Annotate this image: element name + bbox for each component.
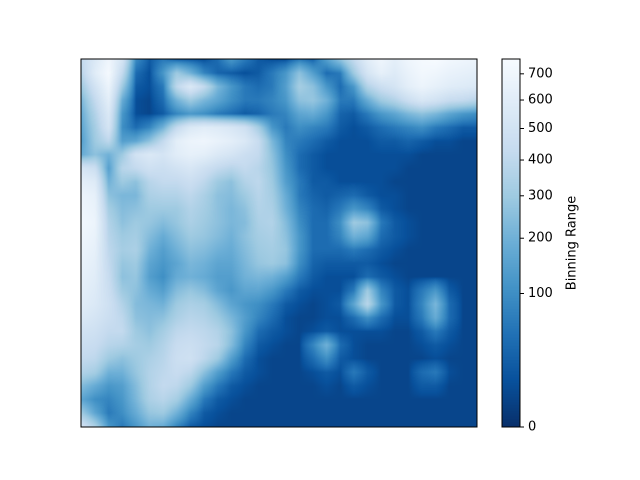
colorbar-tick-label: 700 bbox=[528, 66, 553, 81]
colorbar-label: Binning Range bbox=[565, 196, 580, 290]
heatmap-image bbox=[81, 59, 477, 427]
colorbar-tick-label: 200 bbox=[528, 231, 553, 246]
colorbar-frame bbox=[501, 58, 521, 428]
colorbar-ticks: 0 100 200 300 400 500 600 700 bbox=[520, 66, 553, 435]
colorbar-gradient bbox=[502, 59, 520, 427]
colorbar-tick-label: 600 bbox=[528, 93, 553, 108]
colorbar-tick-label: 300 bbox=[528, 188, 553, 203]
colorbar-tick-label: 500 bbox=[528, 121, 553, 136]
colorbar-tick-label: 400 bbox=[528, 153, 553, 168]
colorbar-tick-label: 0 bbox=[528, 420, 536, 435]
colorbar-tick-label: 100 bbox=[528, 286, 553, 301]
plot-frame bbox=[80, 58, 478, 428]
